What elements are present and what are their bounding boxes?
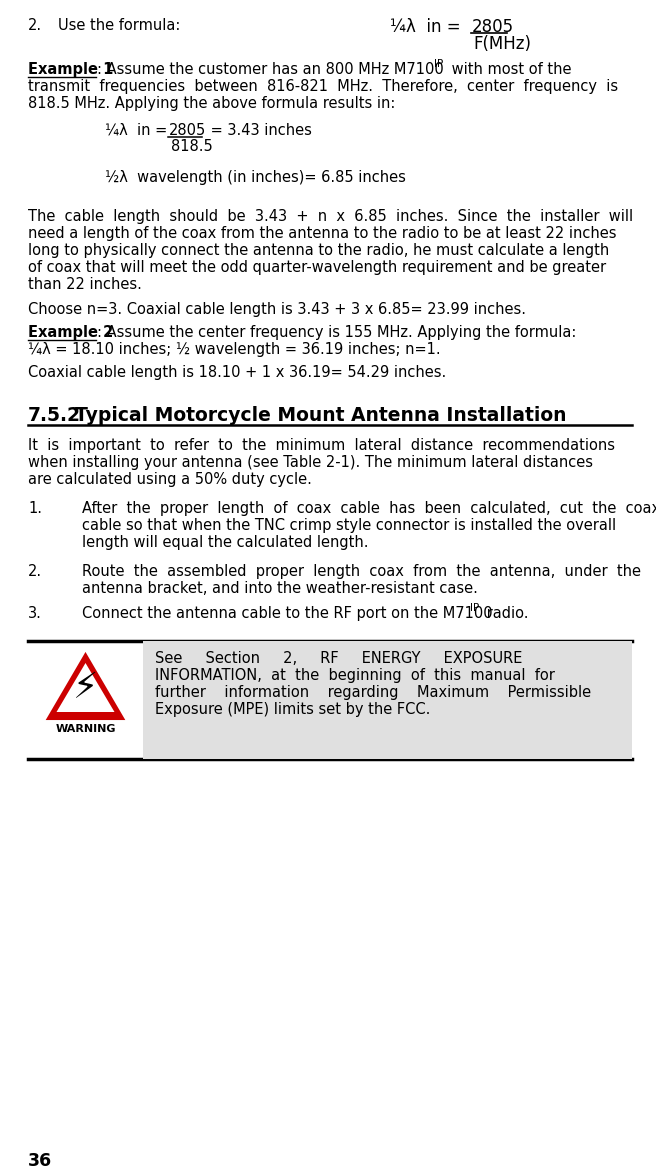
Text: further    information    regarding    Maximum    Permissible: further information regarding Maximum Pe… [155,684,591,700]
Polygon shape [56,663,115,712]
Polygon shape [47,654,123,719]
Text: 36: 36 [28,1152,52,1168]
Text: F(MHz): F(MHz) [473,35,531,53]
Text: IP: IP [434,60,443,69]
Text: Route  the  assembled  proper  length  coax  from  the  antenna,  under  the: Route the assembled proper length coax f… [82,564,641,579]
Text: length will equal the calculated length.: length will equal the calculated length. [82,535,369,550]
Text: Typical Motorcycle Mount Antenna Installation: Typical Motorcycle Mount Antenna Install… [75,406,567,425]
Text: Coaxial cable length is 18.10 + 1 x 36.19= 54.29 inches.: Coaxial cable length is 18.10 + 1 x 36.1… [28,364,446,380]
Text: Example 2: Example 2 [28,325,113,340]
Text: ½λ  wavelength (in inches)= 6.85 inches: ½λ wavelength (in inches)= 6.85 inches [105,171,406,185]
Text: IP: IP [470,603,480,613]
Text: See     Section     2,     RF     ENERGY     EXPOSURE: See Section 2, RF ENERGY EXPOSURE [155,651,522,666]
Text: than 22 inches.: than 22 inches. [28,277,142,292]
Text: Choose n=3. Coaxial cable length is 3.43 + 3 x 6.85= 23.99 inches.: Choose n=3. Coaxial cable length is 3.43… [28,303,526,317]
Text: 3.: 3. [28,606,42,621]
Text: antenna bracket, and into the weather-resistant case.: antenna bracket, and into the weather-re… [82,580,478,596]
Text: 818.5: 818.5 [171,139,213,154]
Text: radio.: radio. [482,606,529,621]
Text: : Assume the customer has an 800 MHz M7100: : Assume the customer has an 800 MHz M71… [97,62,443,77]
Text: It  is  important  to  refer  to  the  minimum  lateral  distance  recommendatio: It is important to refer to the minimum … [28,438,615,453]
Text: The  cable  length  should  be  3.43  +  n  x  6.85  inches.  Since  the  instal: The cable length should be 3.43 + n x 6.… [28,209,633,224]
Text: are calculated using a 50% duty cycle.: are calculated using a 50% duty cycle. [28,472,312,487]
Text: 2.: 2. [28,18,42,33]
Text: ⚡: ⚡ [73,670,98,705]
Text: ¼λ  in =: ¼λ in = [390,18,466,36]
FancyBboxPatch shape [143,641,632,759]
Text: need a length of the coax from the antenna to the radio to be at least 22 inches: need a length of the coax from the anten… [28,225,617,241]
Text: 2805: 2805 [472,18,514,36]
Text: After  the  proper  length  of  coax  cable  has  been  calculated,  cut  the  c: After the proper length of coax cable ha… [82,501,656,516]
Text: Use the formula:: Use the formula: [58,18,180,33]
Text: ¼λ  in =: ¼λ in = [105,123,172,138]
Text: = 3.43 inches: = 3.43 inches [206,123,312,138]
Text: 2805: 2805 [169,123,206,138]
Text: Connect the antenna cable to the RF port on the M7100: Connect the antenna cable to the RF port… [82,606,493,621]
Text: when installing your antenna (see Table 2-1). The minimum lateral distances: when installing your antenna (see Table … [28,456,593,470]
Text: Example 1: Example 1 [28,62,113,77]
Text: with most of the: with most of the [447,62,571,77]
Text: Exposure (MPE) limits set by the FCC.: Exposure (MPE) limits set by the FCC. [155,702,430,717]
Text: : Assume the center frequency is 155 MHz. Applying the formula:: : Assume the center frequency is 155 MHz… [97,325,577,340]
Text: 1.: 1. [28,501,42,516]
Text: WARNING: WARNING [55,724,115,734]
Text: of coax that will meet the odd quarter-wavelength requirement and be greater: of coax that will meet the odd quarter-w… [28,260,606,274]
Text: ¼λ = 18.10 inches; ½ wavelength = 36.19 inches; n=1.: ¼λ = 18.10 inches; ½ wavelength = 36.19 … [28,342,441,357]
Text: transmit  frequencies  between  816-821  MHz.  Therefore,  center  frequency  is: transmit frequencies between 816-821 MHz… [28,79,618,93]
Text: INFORMATION,  at  the  beginning  of  this  manual  for: INFORMATION, at the beginning of this ma… [155,668,555,683]
Text: 2.: 2. [28,564,42,579]
Text: 7.5.2: 7.5.2 [28,406,81,425]
Text: 818.5 MHz. Applying the above formula results in:: 818.5 MHz. Applying the above formula re… [28,96,396,111]
Text: long to physically connect the antenna to the radio, he must calculate a length: long to physically connect the antenna t… [28,243,609,258]
Text: cable so that when the TNC crimp style connector is installed the overall: cable so that when the TNC crimp style c… [82,517,616,533]
